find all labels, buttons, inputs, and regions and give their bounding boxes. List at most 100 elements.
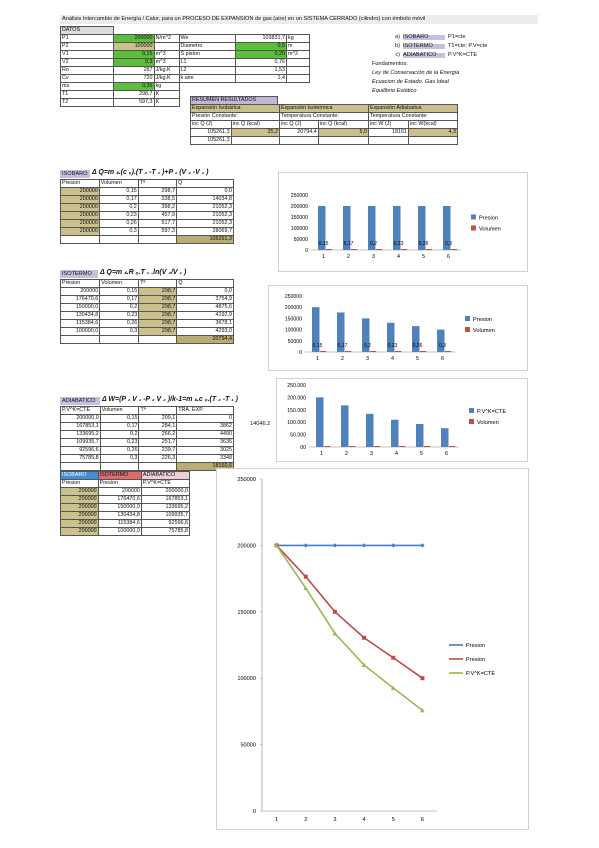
isotermo-header-2: Tª (138, 279, 178, 288)
adiabatico-side-value: 14046,2 (250, 421, 271, 427)
comparison-cell: 200000 (60, 511, 99, 520)
datos-name2: Diametro (178, 42, 237, 51)
bar (324, 446, 331, 447)
comp-s1: Presion (60, 479, 99, 488)
data-label: 0,15 (313, 343, 323, 349)
isotermo-cell: 0,3 (99, 327, 140, 336)
isotermo-cell: 200000 (59, 287, 101, 296)
isotermo-formula: Δ Q=m ₛ.R ₒ.T ₁ .ln(V ₂/V ₁ ) (100, 269, 187, 276)
comparison-cell: 200000 (60, 527, 99, 536)
isotermo-cell: 298,7 (138, 311, 178, 320)
process-legend: a) ISOBARO P1=cte b) ISOTERMO T1=cte; P.… (372, 33, 532, 96)
x-tick-label: 6 (421, 817, 424, 823)
comp-h3: ADIABATICO (140, 471, 191, 480)
y-tick-label: 200000 (237, 543, 256, 549)
adiabatico-cell: 284,1 (138, 422, 178, 431)
isobaro-header-0: Presion (60, 179, 100, 188)
adiabatico-cell: 209,1 (138, 414, 178, 423)
y-tick-label: 100.000 (287, 420, 306, 426)
x-tick-label: 2 (304, 817, 307, 823)
comparison-cell: 200000 (60, 495, 99, 504)
x-tick-label: 3 (372, 254, 375, 260)
isobaro-cell: 0,2 (98, 203, 139, 212)
resumen-c6: inc W(kcal) (408, 120, 458, 129)
legend-label: Volumen (477, 420, 499, 426)
comparison-chart-frame: 250000 200000 150000 100000 50000 0 1 2 3 4 5 6 Pres… (216, 468, 529, 830)
datos-row: Cv 720 J/kg.K k aire 1,4 (60, 74, 310, 83)
bar (424, 446, 431, 447)
adiabatico-cell: 226,3 (138, 454, 178, 463)
resumen-s3: Temperatura Constante: (368, 112, 458, 121)
bar (426, 249, 433, 250)
legend-label: Presion (466, 657, 485, 663)
isobaro-cell: 517,7 (137, 219, 178, 228)
isotermo-cell: 4192,9 (176, 311, 234, 320)
data-point (391, 655, 396, 660)
x-tick-label: 1 (275, 817, 278, 823)
isobaro-header-3: Q (176, 179, 234, 188)
legend-swatch (465, 327, 470, 332)
x-tick-label: 5 (416, 356, 419, 362)
bar (391, 419, 399, 447)
isotermo-row: 200000 0,15 298,7 0,0 (59, 287, 234, 296)
isobaro-cell: 0,15 (98, 187, 139, 196)
datos-unit (153, 42, 180, 51)
data-point (332, 543, 338, 548)
y-tick-label: 0 (299, 350, 302, 356)
adiabatico-header-1: Volumen (99, 406, 140, 415)
data-point (303, 543, 308, 548)
y-tick-label: 50000 (288, 339, 303, 345)
legend-label: Presion (479, 216, 498, 222)
adiabatico-cell: 4490 (176, 430, 234, 439)
isobaro-header-2: Tª (137, 179, 178, 188)
resumen-c2: inc Q (kcal) (230, 120, 281, 129)
isotermo-total: 20794,4 (176, 335, 234, 344)
isotermo-cell: 130434,8 (59, 311, 101, 320)
x-tick-label: 1 (322, 254, 325, 260)
page-title: Análisis Intercambio de Energía / Calor,… (60, 15, 538, 24)
isotermo-tag: ISOTERMO (60, 270, 98, 278)
data-point (332, 609, 337, 614)
legend-b-label: ISOTERMO (403, 43, 445, 50)
isobaro-cell: 597,3 (137, 227, 178, 236)
bar (449, 446, 456, 447)
x-tick-label: 3 (366, 356, 369, 362)
comp-s2: Presion (97, 479, 142, 488)
adiabatico-row: 200000,0 0,15 209,1 0 (60, 414, 234, 423)
x-tick-label: 3 (370, 451, 373, 457)
isotermo-cell: 0,17 (99, 295, 140, 304)
legend-a-desc: P1=cte (448, 33, 466, 40)
datos-value: 287 (112, 66, 155, 75)
isotermo-header-1: Volumen (99, 279, 140, 288)
legend-swatch (471, 214, 476, 220)
isotermo-cell: 3754,9 (176, 295, 234, 304)
adiabatico-row: 109935,7 0,23 251,7 3635 (60, 438, 234, 447)
bar (318, 206, 326, 250)
isobaro-cell: 200000 (60, 219, 100, 228)
adiabatico-cell: 0,23 (99, 438, 140, 447)
data-label: 0,15 (319, 241, 329, 247)
y-tick-label: 250.000 (287, 383, 306, 389)
datos-name2: L2 (178, 66, 237, 75)
fundamento-3: Equilibrio Estático (372, 88, 417, 94)
isobaro-cell: 298,7 (137, 187, 178, 196)
data-label: 0,3 (445, 241, 452, 247)
x-tick-label: 1 (316, 356, 319, 362)
adiabatico-header-3: TRA. EXP. (176, 406, 234, 415)
datos-unit2 (286, 66, 310, 75)
datos-unit2 (286, 74, 310, 83)
bar (366, 413, 374, 447)
data-label: 0,26 (419, 241, 429, 247)
datos-unit: J/kg.K (153, 74, 180, 83)
bar (399, 446, 406, 447)
isotermo-row: 130434,8 0,23 298,7 4192,9 (59, 311, 234, 320)
y-tick-label: 50000 (294, 237, 309, 243)
bar (401, 249, 408, 250)
datos-unit2 (287, 91, 310, 99)
x-tick-label: 6 (445, 451, 448, 457)
datos-value: 0,35 (112, 82, 155, 91)
adiabatico-cell: 92596,6 (60, 446, 101, 455)
resumen-c1: inc Q (J) (190, 120, 232, 129)
datos-unit: m^3 (153, 50, 180, 59)
comparison-chart: 250000 200000 150000 100000 50000 0 1 2 3 4 5 6 Pres… (237, 477, 495, 823)
